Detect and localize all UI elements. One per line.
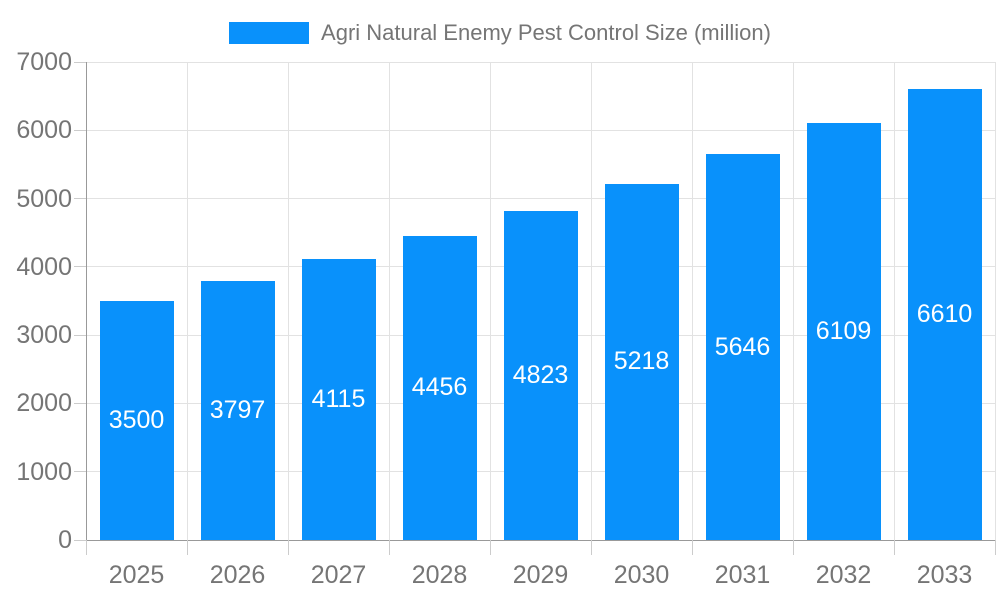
x-axis-tick — [792, 540, 794, 555]
bar-2031[interactable]: 5646 — [705, 154, 780, 540]
bar-value-label: 3500 — [108, 406, 165, 434]
gridline-vertical — [994, 62, 996, 540]
x-axis-tick-label: 2028 — [411, 561, 468, 589]
bar-value-label: 5646 — [714, 332, 771, 361]
bar-value-label: 4456 — [411, 373, 468, 402]
bar-value-label: 3797 — [209, 395, 266, 424]
x-axis-tick — [691, 540, 693, 555]
gridline-horizontal — [86, 129, 995, 131]
gridline-vertical — [489, 62, 491, 540]
legend-label[interactable]: Agri Natural Enemy Pest Control Size (mi… — [321, 20, 771, 45]
gridline-vertical — [691, 62, 693, 540]
x-axis-line — [86, 539, 995, 541]
bar-value-label: 6109 — [815, 316, 872, 345]
y-axis-tick-label: 2000 — [16, 389, 72, 418]
bar-2030[interactable]: 5218 — [604, 183, 679, 540]
bar-value-label: 4823 — [512, 360, 569, 389]
gridline-vertical — [590, 62, 592, 540]
x-axis-tick-label: 2031 — [714, 561, 771, 589]
bar-2029[interactable]: 4823 — [503, 210, 578, 540]
y-axis-tick — [74, 402, 86, 404]
x-axis-tick-label: 2027 — [310, 561, 367, 589]
y-axis-tick — [74, 61, 86, 63]
gridline-vertical — [287, 62, 289, 540]
bar-value-label: 4115 — [311, 384, 366, 413]
y-axis-tick-label: 3000 — [16, 321, 72, 350]
bar-value-label: 5218 — [613, 347, 670, 376]
y-axis-tick — [74, 471, 86, 473]
y-axis-tick — [74, 129, 86, 131]
x-axis-tick — [85, 540, 87, 555]
legend-swatch-icon[interactable] — [229, 22, 310, 44]
gridline-horizontal — [86, 61, 995, 63]
gridline-vertical — [186, 62, 188, 540]
gridline-vertical — [893, 62, 895, 540]
bar-2027[interactable]: 4115 — [301, 259, 376, 540]
y-axis-tick-label: 6000 — [16, 116, 72, 145]
x-axis-tick-label: 2025 — [108, 561, 165, 589]
y-axis-tick — [74, 539, 86, 541]
bar-2032[interactable]: 6109 — [806, 122, 881, 540]
bar-2026[interactable]: 3797 — [200, 280, 275, 540]
x-axis-tick — [994, 540, 996, 555]
x-axis-tick-label: 2032 — [815, 561, 872, 589]
y-axis-tick — [74, 334, 86, 336]
x-axis-tick-label: 2030 — [613, 561, 670, 589]
x-axis-tick — [388, 540, 390, 555]
y-axis-tick-label: 1000 — [16, 457, 72, 486]
y-axis-tick — [74, 198, 86, 200]
y-axis-tick-label: 5000 — [16, 184, 72, 213]
y-axis-tick-label: 0 — [58, 526, 72, 554]
x-axis-tick — [893, 540, 895, 555]
chart-legend[interactable]: Agri Natural Enemy Pest Control Size (mi… — [0, 14, 1000, 52]
x-axis-tick — [489, 540, 491, 555]
gridline-vertical — [388, 62, 390, 540]
x-axis-tick-label: 2033 — [916, 561, 973, 589]
x-axis-tick-label: 2026 — [209, 561, 266, 589]
y-axis-tick-label: 4000 — [16, 252, 72, 281]
x-axis-tick-label: 2029 — [512, 561, 569, 589]
y-axis-tick — [74, 266, 86, 268]
bar-value-label: 6610 — [916, 299, 973, 328]
x-axis-tick — [287, 540, 289, 555]
gridline-vertical — [792, 62, 794, 540]
x-axis-tick — [186, 540, 188, 555]
y-axis-line — [85, 62, 87, 540]
bar-2025[interactable]: 3500 — [99, 301, 174, 540]
plot-area: 3500 3797 4115 4456 4823 5218 5646 6109 6610 — [86, 61, 996, 540]
bar-2033[interactable]: 6610 — [907, 88, 982, 540]
x-axis-tick — [590, 540, 592, 555]
gridline-horizontal — [86, 198, 995, 200]
y-axis-tick-label: 7000 — [16, 48, 72, 76]
bar-2028[interactable]: 4456 — [402, 235, 477, 540]
